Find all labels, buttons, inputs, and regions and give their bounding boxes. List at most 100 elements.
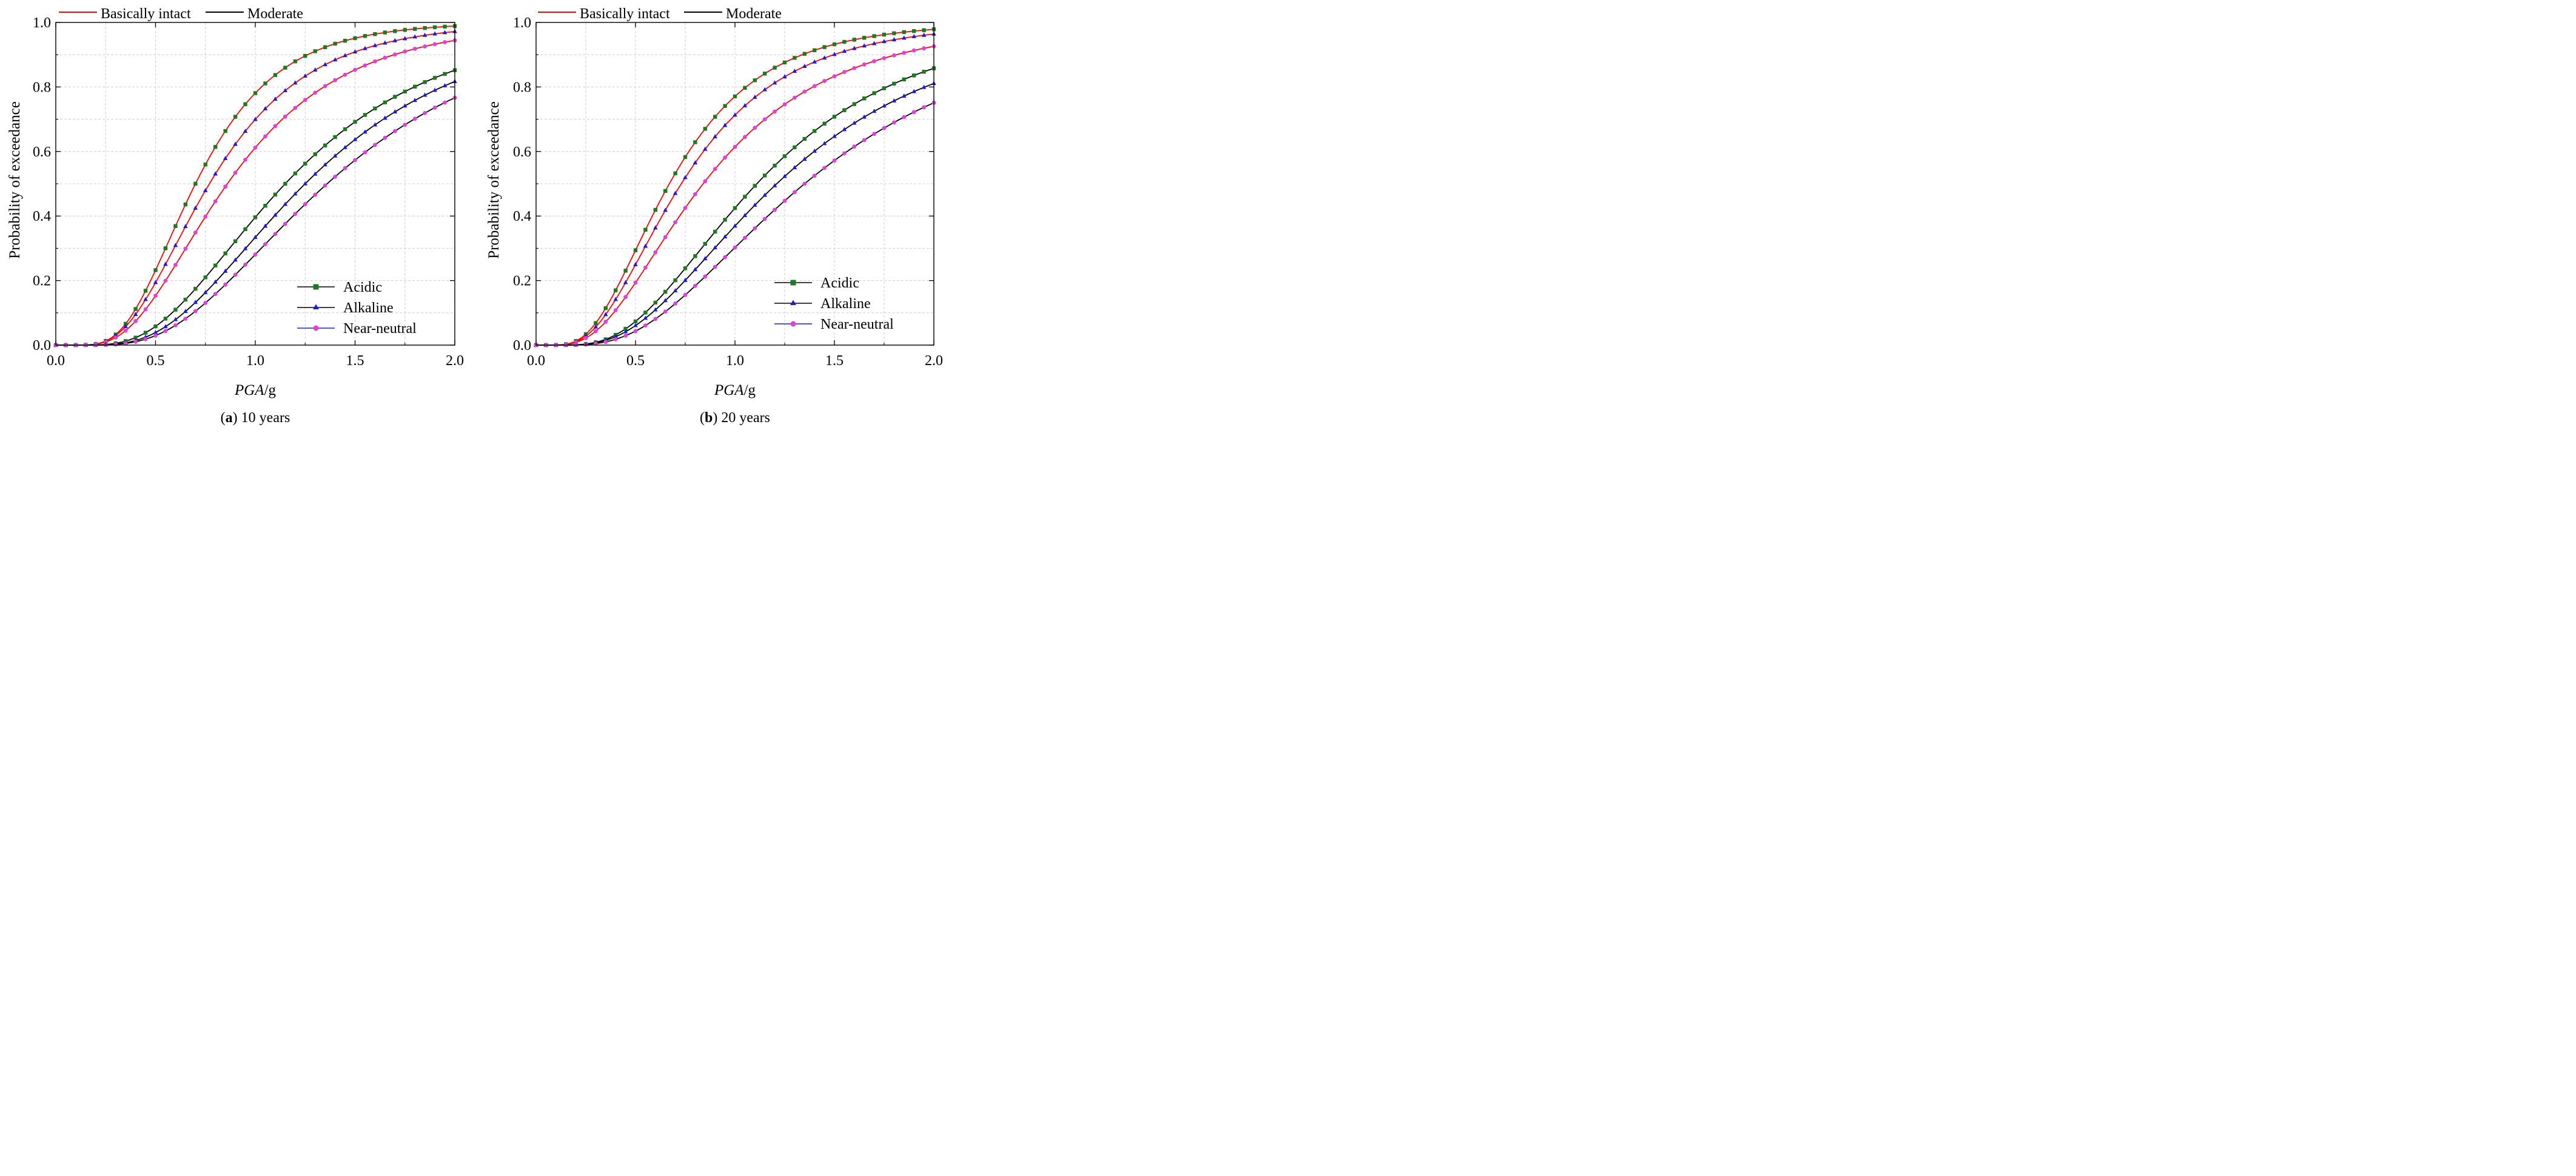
data-point-triangle <box>722 234 728 239</box>
data-point-square <box>233 239 238 243</box>
data-point-circle <box>273 124 278 129</box>
data-point-circle <box>623 295 628 300</box>
data-point-circle <box>273 232 278 237</box>
chart-panel-a: 0.0 0.5 1.0 1.5 2.0 0.0 0.2 0.4 0.6 0.8 1.0 Probab… <box>7 6 464 426</box>
legend-marker-square <box>313 284 319 290</box>
data-point-square <box>393 29 397 33</box>
data-point-triangle <box>263 106 268 110</box>
x-tick-label: 0.5 <box>626 353 645 369</box>
data-point-circle <box>723 155 727 160</box>
data-point-circle <box>183 246 188 251</box>
data-point-circle <box>802 89 807 94</box>
data-point-square <box>922 70 926 74</box>
data-point-triangle <box>343 144 347 149</box>
data-point-circle <box>412 47 417 51</box>
data-point-square <box>323 45 327 49</box>
data-point-square <box>743 86 747 90</box>
data-point-triangle <box>332 153 338 158</box>
data-point-square <box>912 73 916 78</box>
data-point-square <box>213 263 218 267</box>
data-point-triangle <box>183 309 188 314</box>
data-point-square <box>822 45 827 49</box>
series-moderate-acidic <box>53 68 457 348</box>
data-point-square <box>313 152 317 156</box>
data-point-triangle <box>363 129 367 134</box>
data-point-triangle <box>273 96 278 101</box>
data-point-square <box>683 266 688 270</box>
data-point-square <box>303 161 307 166</box>
data-point-triangle <box>852 120 857 125</box>
data-point-square <box>363 113 367 117</box>
data-point-square <box>153 324 158 329</box>
panel-caption: (a) 10 years <box>221 410 290 426</box>
legend-label-basically-intact: Basically intact <box>101 6 191 22</box>
data-point-square <box>733 206 737 210</box>
data-point-triangle <box>722 123 728 127</box>
legend-label-alkaline: Alkaline <box>820 296 871 312</box>
data-point-triangle <box>882 103 887 108</box>
data-point-circle <box>412 116 417 121</box>
data-point-triangle <box>753 95 757 99</box>
data-point-triangle <box>372 122 378 127</box>
data-point-triangle <box>352 136 358 141</box>
data-point-square <box>743 195 747 199</box>
data-point-square <box>163 246 168 250</box>
data-point-triangle <box>243 246 248 250</box>
data-point-circle <box>213 199 218 204</box>
data-point-circle <box>922 105 926 110</box>
data-point-circle <box>153 294 158 298</box>
data-point-triangle <box>442 30 448 35</box>
data-point-triangle <box>372 42 378 47</box>
series-basically-intact-near-neutral <box>534 44 936 348</box>
data-point-triangle <box>593 324 599 329</box>
data-point-square <box>623 327 628 331</box>
data-point-triangle <box>312 67 318 72</box>
data-point-circle <box>603 340 608 344</box>
data-point-circle <box>892 120 896 125</box>
data-point-circle <box>253 146 258 150</box>
data-point-circle <box>363 63 367 68</box>
data-point-square <box>443 72 447 76</box>
data-point-triangle <box>762 192 767 197</box>
legend-label-moderate: Moderate <box>726 6 782 22</box>
data-point-circle <box>283 221 287 226</box>
data-point-square <box>333 41 337 46</box>
data-point-square <box>133 335 138 340</box>
data-point-circle <box>143 337 148 341</box>
x-axis-label: PGA/g <box>714 382 756 398</box>
data-point-square <box>802 52 807 56</box>
data-point-circle <box>802 181 807 186</box>
data-point-square <box>343 127 347 132</box>
data-point-circle <box>872 132 876 136</box>
data-point-square <box>822 121 827 126</box>
data-point-triangle <box>283 201 288 206</box>
y-tick-label: 0.2 <box>513 274 531 289</box>
data-point-square <box>283 66 287 70</box>
data-point-triangle <box>772 183 777 187</box>
data-point-circle <box>872 59 876 64</box>
data-point-triangle <box>822 55 827 60</box>
data-point-triangle <box>891 37 897 42</box>
data-point-circle <box>383 135 387 140</box>
data-point-triangle <box>223 156 228 160</box>
data-point-square <box>733 94 737 99</box>
data-point-square <box>623 269 628 273</box>
data-point-circle <box>902 50 907 55</box>
data-point-triangle <box>332 57 338 62</box>
data-point-square <box>432 25 437 30</box>
data-point-triangle <box>891 98 897 102</box>
data-point-circle <box>693 192 697 197</box>
data-point-square <box>263 204 267 208</box>
chart-canvas: 0.0 0.5 1.0 1.5 2.0 0.0 0.2 0.4 0.6 0.8 1.0 Probab… <box>7 6 943 426</box>
data-point-square <box>353 119 357 124</box>
data-point-triangle <box>392 109 398 114</box>
data-point-square <box>713 115 717 119</box>
data-point-circle <box>313 192 318 197</box>
data-point-square <box>753 184 757 188</box>
data-point-triangle <box>792 69 797 73</box>
x-tick-label: 2.0 <box>446 353 464 369</box>
data-point-square <box>653 300 657 305</box>
data-point-square <box>882 32 887 37</box>
data-point-square <box>673 171 677 175</box>
x-tick-label: 1.0 <box>246 353 264 369</box>
